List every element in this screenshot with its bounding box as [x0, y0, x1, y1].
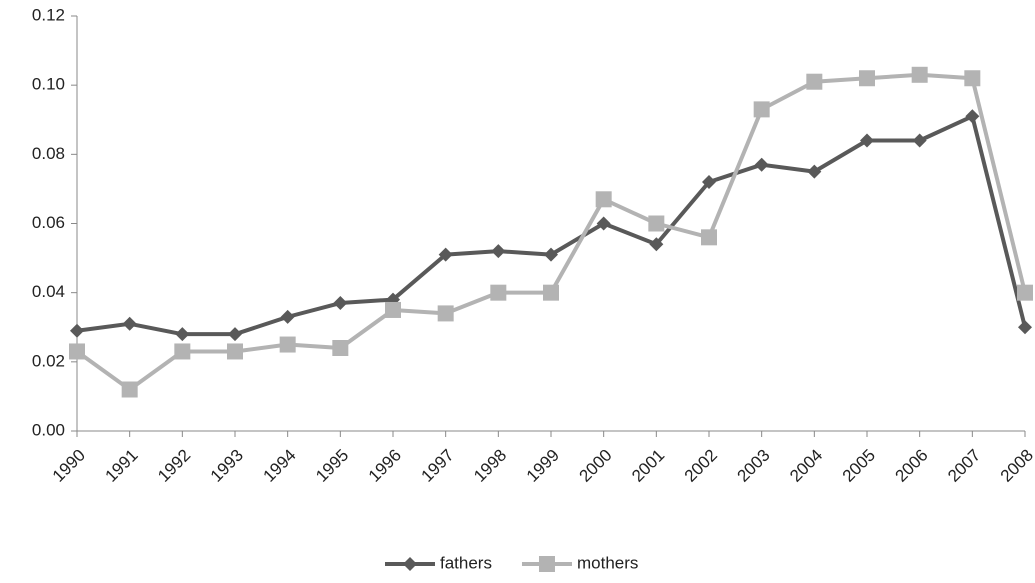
x-tick-label: 1996 [365, 446, 405, 486]
x-tick-label: 1997 [417, 446, 457, 486]
legend-label: fathers [440, 553, 492, 572]
data-point [279, 336, 296, 353]
data-point [544, 247, 558, 262]
data-point [648, 215, 665, 232]
x-tick-label: 2002 [681, 446, 721, 486]
x-tick-label: 2000 [575, 446, 615, 486]
data-point [595, 191, 612, 208]
x-tick-label: 2001 [628, 446, 668, 486]
data-point [69, 343, 85, 360]
data-point [649, 237, 664, 252]
x-tick-label: 1995 [312, 446, 352, 486]
data-point [807, 164, 822, 179]
y-tick-label: 0.06 [32, 213, 65, 232]
data-point [860, 133, 874, 148]
data-point [1018, 320, 1032, 335]
data-point [1017, 284, 1033, 301]
data-point [701, 229, 717, 246]
x-tick-label: 1994 [259, 446, 299, 486]
x-tick-label: 1999 [523, 446, 563, 486]
legend-item: fathers [385, 553, 492, 572]
data-point [175, 327, 190, 342]
x-tick-label: 1990 [49, 446, 89, 486]
x-tick-label: 1991 [101, 446, 141, 486]
data-point [122, 316, 137, 331]
data-point [596, 216, 611, 231]
data-point [70, 323, 84, 338]
data-point [437, 305, 454, 322]
data-point [491, 244, 506, 259]
data-point [753, 101, 770, 118]
legend-marker [538, 556, 555, 572]
data-point [280, 309, 295, 324]
data-point [385, 301, 401, 318]
data-point [228, 327, 242, 342]
data-point [174, 343, 191, 360]
x-tick-label: 2003 [733, 446, 773, 486]
data-point [543, 284, 559, 301]
x-tick-label: 2005 [839, 446, 879, 486]
data-point [121, 381, 138, 398]
data-point [912, 133, 927, 148]
y-tick-label: 0.12 [32, 5, 65, 24]
y-tick-label: 0.10 [32, 75, 65, 94]
data-point [702, 175, 716, 189]
x-tick-label: 2007 [944, 446, 984, 486]
legend-label: mothers [577, 553, 638, 572]
x-tick-label: 1993 [207, 446, 247, 486]
y-tick-label: 0.02 [32, 351, 65, 370]
legend-marker [403, 557, 417, 571]
y-tick-label: 0.08 [32, 144, 65, 163]
data-point [227, 343, 243, 360]
series-line [76, 114, 1027, 337]
data-point [859, 70, 875, 87]
series-line [75, 72, 1027, 392]
y-tick-label: 0.04 [32, 282, 65, 301]
data-point [965, 109, 980, 124]
data-point [964, 70, 981, 87]
data-point [332, 340, 349, 356]
data-point [438, 247, 453, 262]
data-point [911, 66, 928, 83]
y-tick-label: 0.00 [32, 420, 65, 439]
data-point [333, 296, 348, 311]
x-tick-label: 1998 [470, 446, 510, 486]
x-tick-label: 2004 [786, 446, 826, 486]
data-point [490, 284, 507, 301]
x-tick-label: 1992 [154, 446, 194, 486]
x-tick-label: 2008 [997, 446, 1035, 486]
data-point [806, 73, 823, 90]
data-point [754, 157, 769, 172]
x-tick-label: 2006 [891, 446, 931, 486]
legend-item: mothers [521, 553, 638, 572]
